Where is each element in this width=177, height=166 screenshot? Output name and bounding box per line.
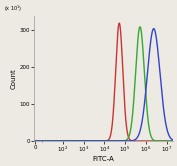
Text: (x 10$^{1}$): (x 10$^{1}$) [4, 4, 22, 14]
X-axis label: FITC-A: FITC-A [93, 156, 115, 162]
Y-axis label: Count: Count [11, 68, 17, 89]
